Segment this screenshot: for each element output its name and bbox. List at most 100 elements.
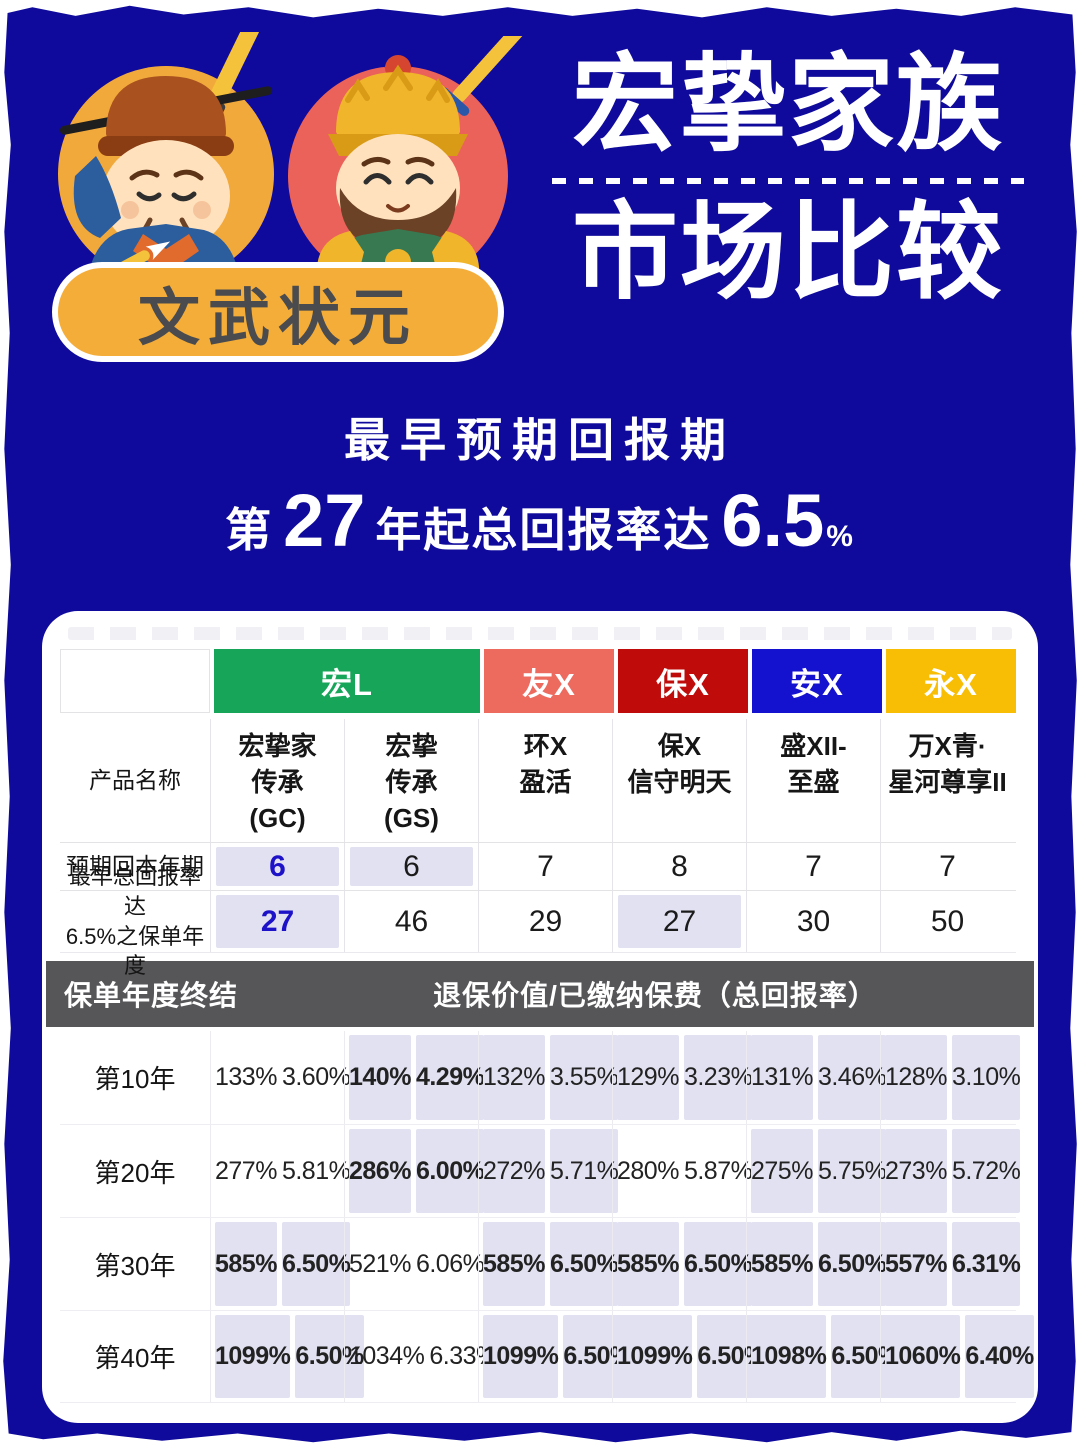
return-value: 6.31% <box>951 1222 1021 1306</box>
row-label-earliest: 最早总回报率达 6.5%之保单年度 <box>65 864 205 978</box>
subtitle-prefix: 第 <box>225 504 274 556</box>
return-value: 3.55% <box>549 1035 619 1120</box>
subtitle-line1: 最早预期回报期 <box>344 414 736 466</box>
product-name-row: 产品名称 宏挚家 传承 (GC) 宏挚 传承 (GS) 环X 盈活 保X 信守明… <box>60 719 1016 843</box>
product-pair: 286% 6.00% <box>344 1125 485 1217</box>
return-value: 6.50% <box>281 1222 351 1306</box>
row-pairs: 585% 6.50% 521% 6.06% 585% 6.50% 585% 6.50% 585%… <box>210 1218 1021 1310</box>
return-value: 129% <box>617 1035 679 1120</box>
return-value: 585% <box>483 1222 545 1306</box>
return-value: 277% <box>215 1156 277 1185</box>
earliest-value: 27 <box>216 895 339 948</box>
return-value: 275% <box>751 1129 813 1213</box>
earliest-cell: 27 <box>210 891 344 952</box>
product-name-cell: 宏挚 传承 (GS) <box>344 719 478 842</box>
product-pair: 128% 3.10% <box>880 1031 1021 1124</box>
row-pairs: 277% 5.81% 286% 6.00% 272% 5.71% 280% 5.87% 275%… <box>210 1125 1021 1217</box>
return-value: 585% <box>617 1222 679 1306</box>
product-pair: 133% 3.60% <box>210 1031 351 1124</box>
return-value: 585% <box>751 1222 813 1306</box>
brand-cell-hongl: 宏L <box>214 649 480 713</box>
product-pair: 1098% 6.50% <box>746 1311 900 1402</box>
brand-cell-yongx: 永X <box>886 649 1016 713</box>
champion-badge-label: 文武状元 <box>137 284 418 353</box>
product-pair: 129% 3.23% <box>612 1031 753 1124</box>
earliest-value: 46 <box>394 904 429 938</box>
policy-rows: 第10年 133% 3.60% 140% 4.29% 132% 3.55% 129% 3.23… <box>60 1031 1034 1403</box>
product-name: 宏挚 传承 (GS) <box>384 731 439 833</box>
return-value: 3.60% <box>281 1063 351 1091</box>
return-value: 5.71% <box>549 1129 619 1213</box>
table-row: 第20年 277% 5.81% 286% 6.00% 272% 5.71% 280% 5.87… <box>60 1124 1021 1217</box>
payback-cell: 7 <box>478 843 612 890</box>
product-pair: 280% 5.87% <box>612 1125 753 1217</box>
return-value: 1099% <box>483 1315 559 1398</box>
return-value: 286% <box>349 1129 411 1213</box>
product-pair: 1099% 6.50% <box>612 1311 766 1402</box>
payback-cell: 7 <box>746 843 880 890</box>
subtitle: 最早预期回报期 第 27 年起总回报率达 6.5 % <box>3 404 1077 563</box>
earliest-cell: 30 <box>746 891 880 952</box>
comparison-table: 宏L 友X 保X 安X 永X 产品名称 宏挚家 传承 (GC) 宏挚 传承 (G… <box>60 649 1016 978</box>
payback-value: 7 <box>537 849 554 883</box>
product-pair: 1099% 6.50% <box>210 1311 364 1402</box>
payback-value: 6 <box>350 847 473 886</box>
return-value: 140% <box>349 1035 411 1120</box>
return-value: 1098% <box>751 1315 827 1398</box>
return-value: 6.50% <box>683 1222 753 1306</box>
payback-year-row: 预期回本年期 6 6 7 8 7 7 <box>60 843 1016 891</box>
row-label: 第30年 <box>94 1250 176 1281</box>
return-value: 273% <box>885 1129 947 1213</box>
row-pairs: 133% 3.60% 140% 4.29% 132% 3.55% 129% 3.23% 131%… <box>210 1031 1021 1124</box>
return-value: 521% <box>349 1249 411 1278</box>
subtitle-line2: 第 27 年起总回报率达 6.5 % <box>3 478 1077 563</box>
subtitle-year-number: 27 <box>283 479 366 562</box>
table-row: 第30年 585% 6.50% 521% 6.06% 585% 6.50% 585% 6.50… <box>60 1217 1021 1310</box>
payback-cell: 7 <box>880 843 1014 890</box>
product-pair: 275% 5.75% <box>746 1125 887 1217</box>
earliest-value: 30 <box>796 904 831 938</box>
product-name: 环X 盈活 <box>519 731 572 797</box>
page-title-line1: 宏挚家族 <box>572 46 1004 164</box>
return-value: 6.50% <box>817 1222 887 1306</box>
return-value: 6.50% <box>295 1315 364 1398</box>
return-value: 1034% <box>349 1342 425 1370</box>
payback-value: 6 <box>216 847 339 886</box>
payback-value: 7 <box>805 849 822 883</box>
product-name: 保X 信守明天 <box>627 731 732 797</box>
product-pair: 557% 6.31% <box>880 1218 1021 1310</box>
product-name-cell: 万X青· 星河尊享II <box>880 719 1014 842</box>
payback-value: 7 <box>939 849 956 883</box>
return-value: 272% <box>483 1129 545 1213</box>
header: 文武状元 宏挚家族 市场比较 <box>3 6 1077 362</box>
brand-cell-baox: 保X <box>618 649 748 713</box>
earliest-value: 29 <box>528 904 563 938</box>
return-value: 557% <box>885 1222 947 1306</box>
row-label-product: 产品名称 <box>89 766 181 793</box>
return-value: 133% <box>215 1063 277 1091</box>
earliest-cell: 29 <box>478 891 612 952</box>
product-pair: 277% 5.81% <box>210 1125 351 1217</box>
product-pair: 140% 4.29% <box>344 1031 485 1124</box>
row-label: 第20年 <box>94 1157 176 1188</box>
return-value: 6.00% <box>415 1129 485 1213</box>
return-value: 131% <box>751 1035 813 1120</box>
product-pair: 585% 6.50% <box>612 1218 753 1310</box>
return-value: 585% <box>215 1222 277 1306</box>
payback-cell: 6 <box>210 843 344 890</box>
return-value: 3.23% <box>683 1035 753 1120</box>
comparison-card: 宏L 友X 保X 安X 永X 产品名称 宏挚家 传承 (GC) 宏挚 传承 (G… <box>42 611 1038 1423</box>
brand-cell-youx: 友X <box>484 649 614 713</box>
row-label: 第10年 <box>94 1064 176 1094</box>
return-value: 1099% <box>617 1315 693 1398</box>
product-name-cell: 盛XII- 至盛 <box>746 719 880 842</box>
banner-left-label: 保单年度终结 <box>64 980 239 1011</box>
payback-cell: 8 <box>612 843 746 890</box>
return-value: 1060% <box>885 1315 961 1398</box>
return-value: 280% <box>617 1156 679 1185</box>
return-value: 6.40% <box>965 1315 1034 1398</box>
brand-header-row: 宏L 友X 保X 安X 永X <box>60 649 1016 713</box>
product-pair: 585% 6.50% <box>746 1218 887 1310</box>
subtitle-percent-sign: % <box>826 520 855 553</box>
